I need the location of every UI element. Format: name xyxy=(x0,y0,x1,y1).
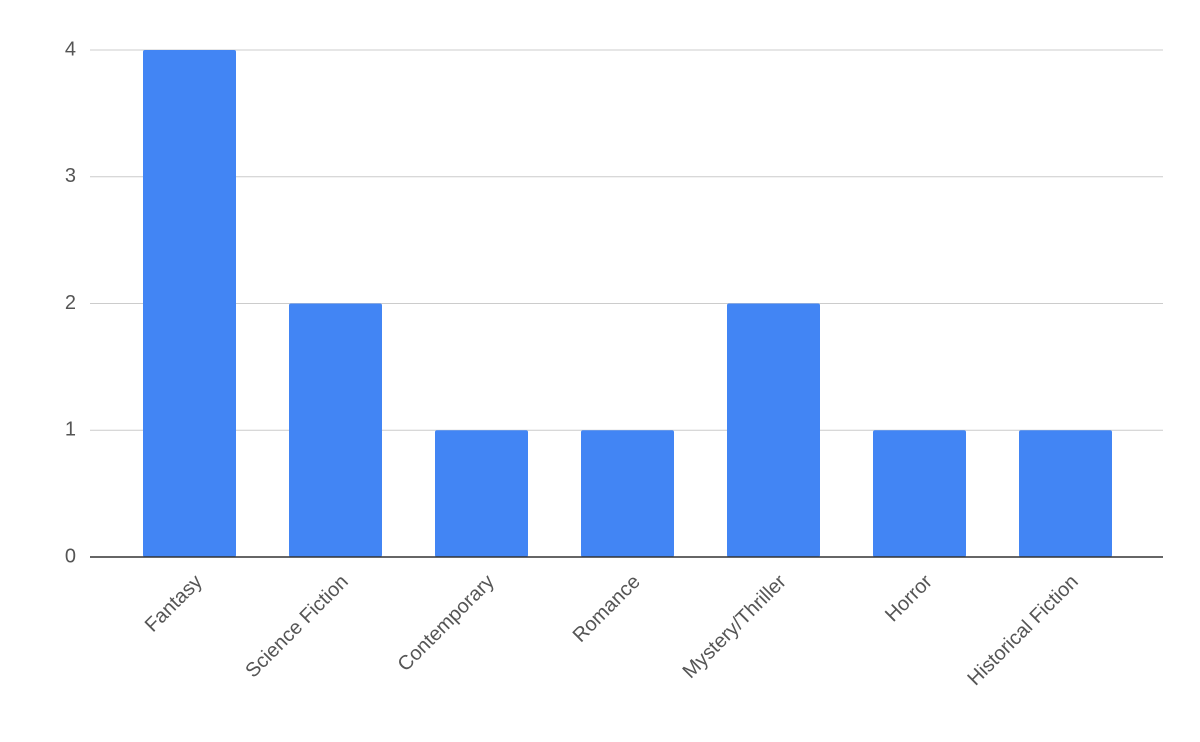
bar xyxy=(143,50,236,557)
y-tick-label: 1 xyxy=(65,419,76,441)
bar xyxy=(1019,430,1112,557)
y-tick-label: 2 xyxy=(65,292,76,314)
bar xyxy=(289,303,382,557)
x-tick-label: Mystery/Thriller xyxy=(679,570,791,682)
x-tick-label: Science Fiction xyxy=(241,571,352,682)
y-tick-label: 4 xyxy=(65,38,76,60)
x-tick-label: Contemporary xyxy=(394,571,499,676)
bar xyxy=(727,303,820,557)
x-tick-label: Historical Fiction xyxy=(963,571,1082,690)
bar xyxy=(873,430,966,557)
x-tick-label: Horror xyxy=(881,570,937,626)
bar xyxy=(435,430,528,557)
bar xyxy=(581,430,674,557)
y-tick-label: 3 xyxy=(65,165,76,187)
x-tick-label: Romance xyxy=(569,571,645,647)
y-tick-label: 0 xyxy=(65,545,76,567)
x-tick-label: Fantasy xyxy=(141,571,207,637)
